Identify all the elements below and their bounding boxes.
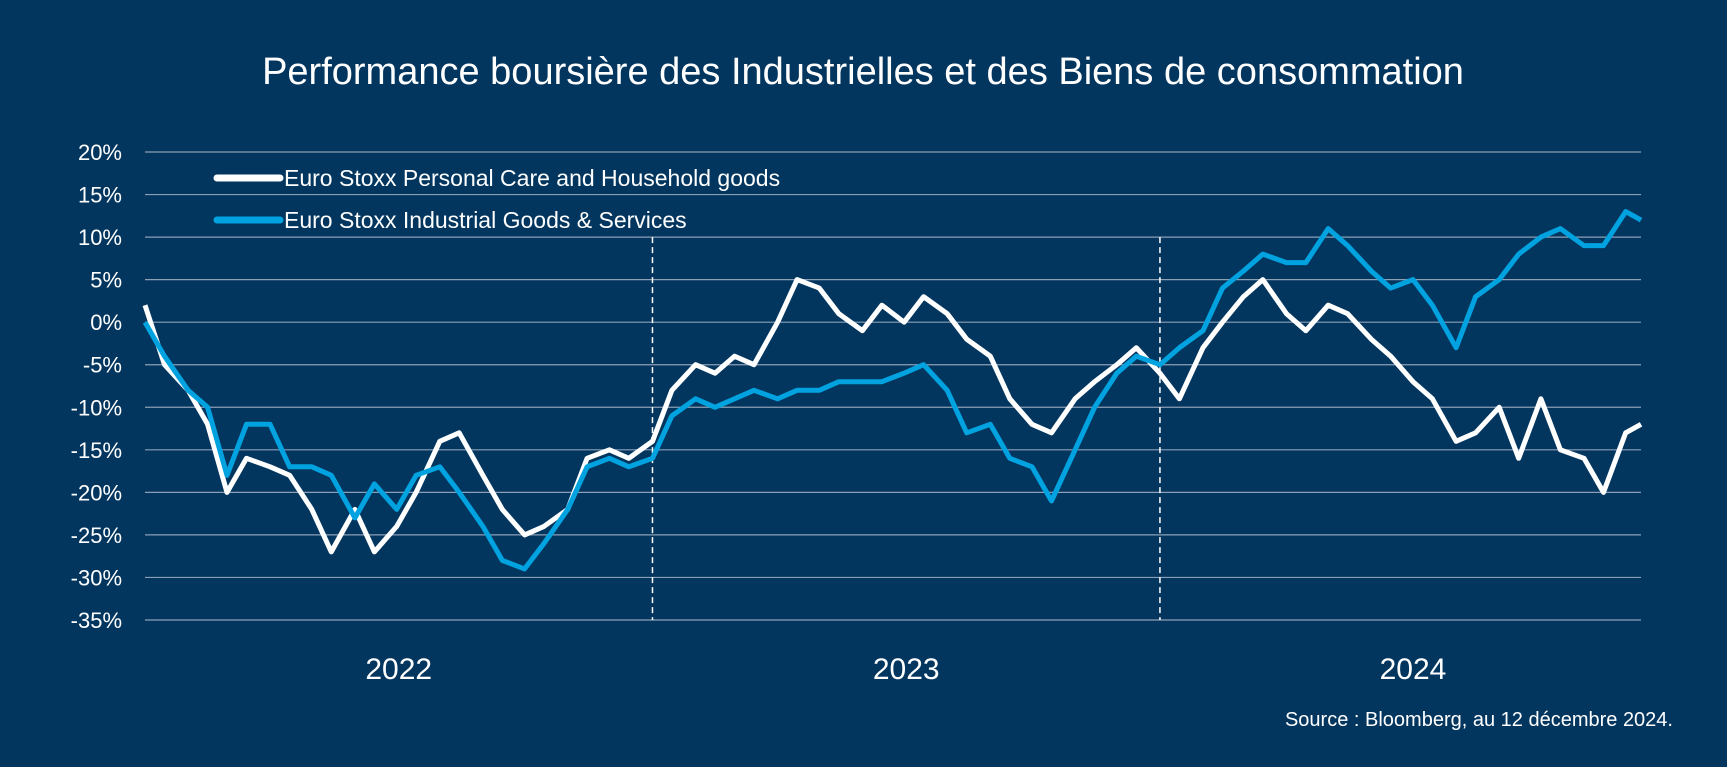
x-category-label: 2023 (873, 653, 940, 686)
legend-label-personal-care: Euro Stoxx Personal Care and Household g… (284, 165, 780, 191)
y-tick-label: -30% (71, 565, 122, 590)
y-tick-label: 0% (90, 310, 122, 335)
y-axis-ticks: 20% 15% 10% 5% 0% -5% -10% -15% -20% -25% -30% -35% (71, 140, 122, 633)
y-tick-label: -35% (71, 608, 122, 633)
legend: Euro Stoxx Personal Care and Household g… (213, 165, 780, 233)
y-tick-label: -20% (71, 480, 122, 505)
series-line-industrial-goods (142, 209, 1643, 572)
x-category-label: 2022 (365, 653, 432, 686)
legend-label-industrial-goods: Euro Stoxx Industrial Goods & Services (284, 207, 687, 233)
year-separators (651, 237, 1161, 620)
y-tick-label: 10% (78, 225, 122, 250)
y-tick-label: -15% (71, 438, 122, 463)
source-note: Source : Bloomberg, au 12 décembre 2024. (1285, 709, 1673, 731)
chart-title: Performance boursière des Industrielles … (262, 51, 1464, 93)
y-tick-label: 5% (90, 268, 122, 293)
y-tick-label: -25% (71, 523, 122, 548)
y-tick-label: 20% (78, 140, 122, 165)
series-line-personal-care (142, 277, 1643, 555)
x-axis-labels: 2022 2023 2024 (365, 653, 1446, 686)
y-tick-label: -10% (71, 395, 122, 420)
x-category-label: 2024 (1380, 653, 1447, 686)
series-lines (142, 209, 1643, 572)
y-tick-label: 15% (78, 183, 122, 208)
gridlines (145, 151, 1641, 621)
y-tick-label: -5% (83, 353, 122, 378)
